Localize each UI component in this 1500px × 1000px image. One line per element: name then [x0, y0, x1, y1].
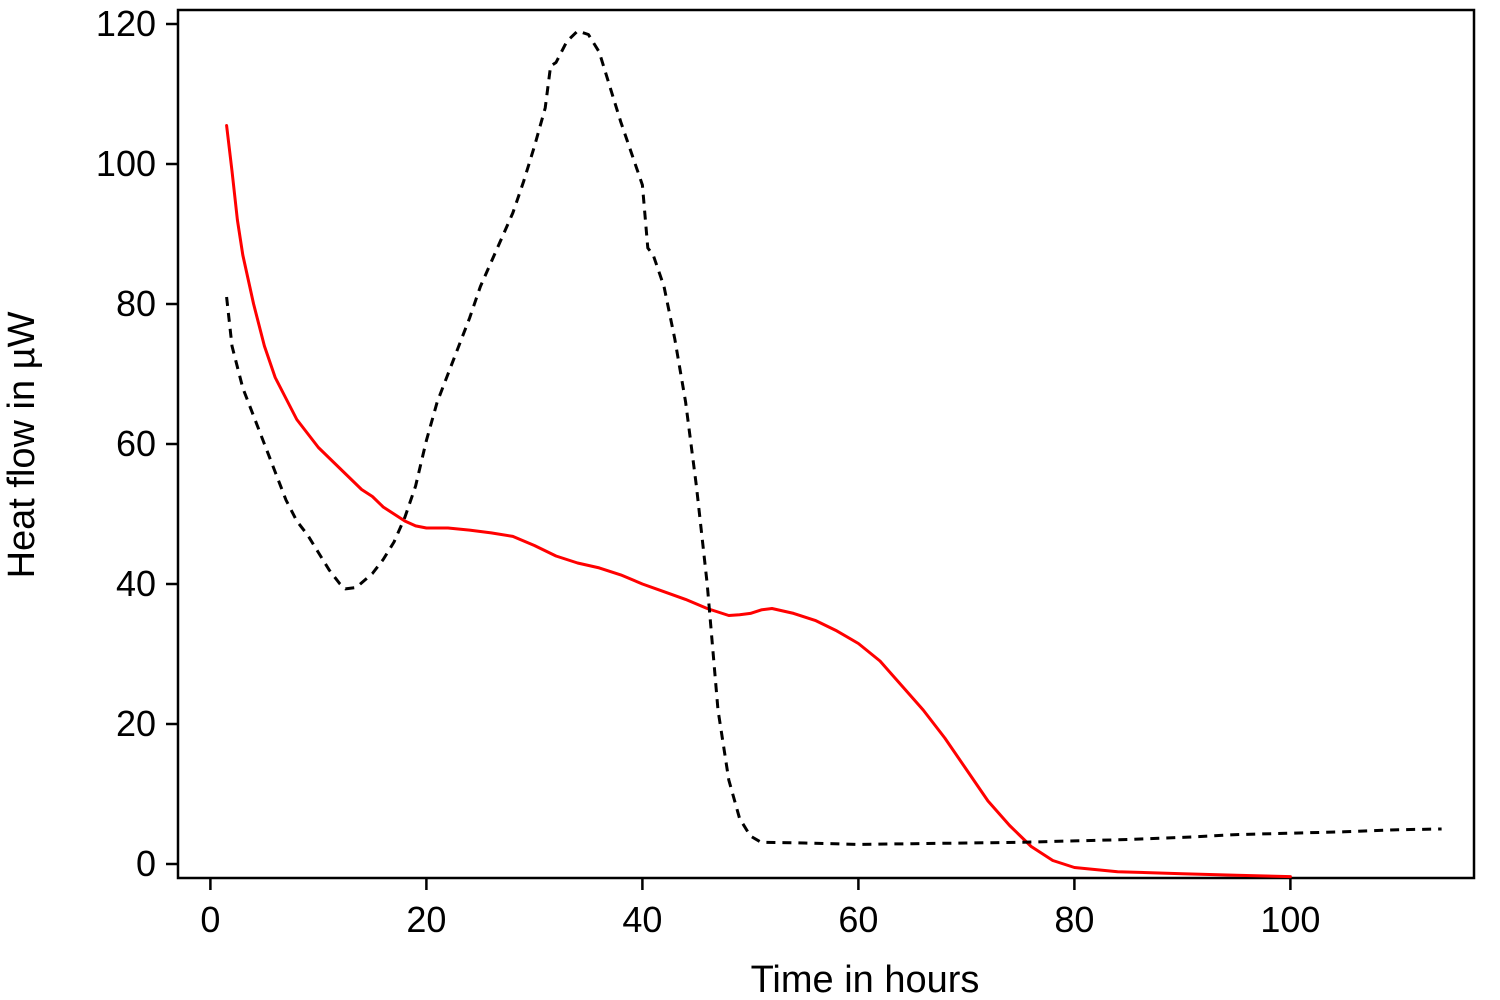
y-tick-label: 120	[96, 3, 156, 44]
x-tick-label: 60	[838, 899, 878, 940]
y-tick-label: 100	[96, 143, 156, 184]
x-tick-label: 100	[1260, 899, 1320, 940]
y-tick-label: 20	[116, 703, 156, 744]
y-tick-label: 60	[116, 423, 156, 464]
y-tick-label: 80	[116, 283, 156, 324]
x-tick-label: 80	[1054, 899, 1094, 940]
series-layer	[225, 29, 1442, 879]
x-tick-label: 40	[622, 899, 662, 940]
series-line-dashed-black	[225, 29, 1442, 846]
plot-frame	[176, 8, 1476, 880]
y-axis: 0 20 40 60 80 100 120	[96, 3, 178, 884]
x-tick-label: 20	[406, 899, 446, 940]
series-line-solid-red	[225, 124, 1292, 879]
y-axis-label: Heat flow in µW	[1, 311, 43, 578]
x-axis: 0 20 40 60 80 100	[200, 878, 1320, 940]
y-tick-label: 40	[116, 563, 156, 604]
y-tick-label: 0	[136, 843, 156, 884]
x-axis-label: Time in hours	[751, 959, 980, 1000]
x-tick-label: 0	[200, 899, 220, 940]
